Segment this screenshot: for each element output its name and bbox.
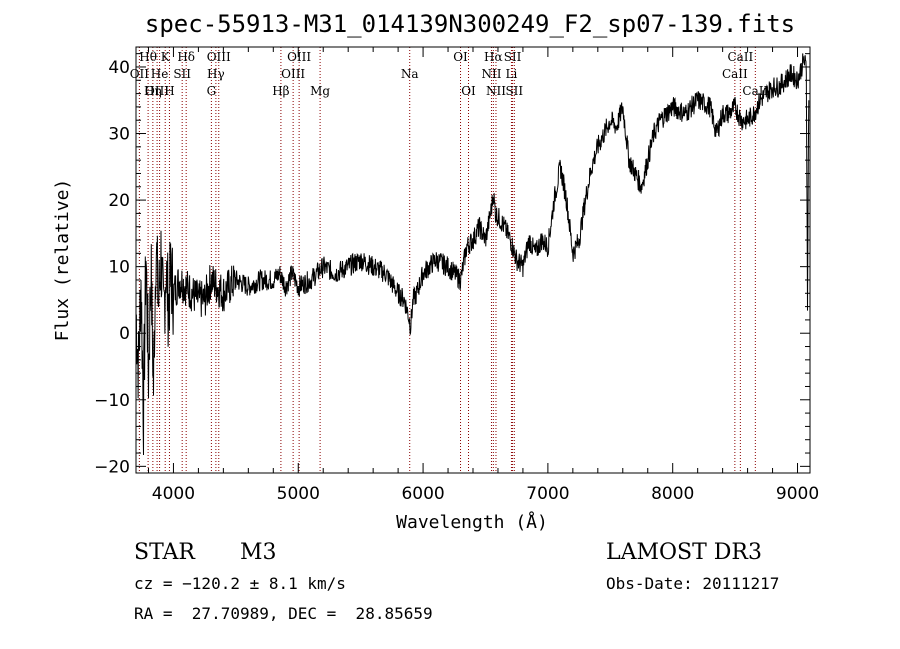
survey-name: LAMOST DR3 [606, 540, 762, 565]
y-tick-label: 40 [108, 58, 130, 78]
x-tick-label: 4000 [152, 484, 195, 504]
y-tick-label: 10 [108, 258, 130, 278]
emission-line-label: OIII [287, 50, 311, 64]
emission-line-label: CaII [742, 84, 768, 98]
emission-line-label: NII [486, 84, 506, 98]
x-tick-label: 5000 [277, 484, 320, 504]
x-tick-label: 6000 [401, 484, 444, 504]
emission-line-label: K [161, 50, 171, 64]
emission-line-label: OII [130, 67, 150, 81]
y-tick-label: −20 [94, 457, 130, 477]
emission-line-label: SII [505, 84, 523, 98]
x-tick-label: 8000 [651, 484, 694, 504]
emission-line-label: Li [506, 67, 518, 81]
x-axis-label: Wavelength (Å) [396, 511, 548, 533]
emission-line-label: SII [173, 67, 191, 81]
emission-line-label: G [207, 84, 217, 98]
ra-dec: RA = 27.70989, DEC = 28.85659 [134, 604, 433, 623]
y-axis-label: Flux (relative) [52, 179, 73, 342]
emission-line-label: Hβ [272, 84, 289, 98]
emission-line-label: Hγ [207, 67, 225, 81]
chart-title: spec-55913-M31_014139N300249_F2_sp07-139… [145, 10, 795, 38]
flux-series-line [135, 53, 810, 456]
emission-line-label: OIII [145, 84, 169, 98]
y-tick-label: 30 [108, 125, 130, 145]
emission-line-label: OI [461, 84, 476, 98]
x-tick-label: 7000 [526, 484, 569, 504]
object-subclass: M3 [240, 540, 277, 565]
y-tick-label: 0 [119, 324, 130, 344]
emission-line-label: Hθ [139, 50, 157, 64]
object-class: STAR [134, 540, 195, 565]
emission-line-label: Hδ [177, 50, 195, 64]
emission-line-label: Na [401, 67, 419, 81]
emission-line-label: Mg [310, 84, 330, 98]
y-tick-label: 20 [108, 191, 130, 211]
emission-line-label: OI [453, 50, 468, 64]
redshift-cz: cz = −120.2 ± 8.1 km/s [134, 574, 346, 593]
emission-line-label: Hη [144, 84, 162, 98]
emission-line-label: NII [481, 67, 501, 81]
emission-line-label: OIII [281, 67, 305, 81]
emission-line-label: He [151, 67, 169, 81]
y-tick-label: −10 [94, 391, 130, 411]
emission-line-label: OIII [207, 50, 231, 64]
emission-line-label: CaII [722, 67, 748, 81]
obs-date: Obs-Date: 20111217 [606, 574, 780, 593]
emission-line-label: H [164, 84, 174, 98]
emission-line-label: SII [504, 50, 522, 64]
x-tick-label: 9000 [776, 484, 819, 504]
emission-line-label: Hα [484, 50, 503, 64]
emission-line-label: CaII [727, 50, 753, 64]
